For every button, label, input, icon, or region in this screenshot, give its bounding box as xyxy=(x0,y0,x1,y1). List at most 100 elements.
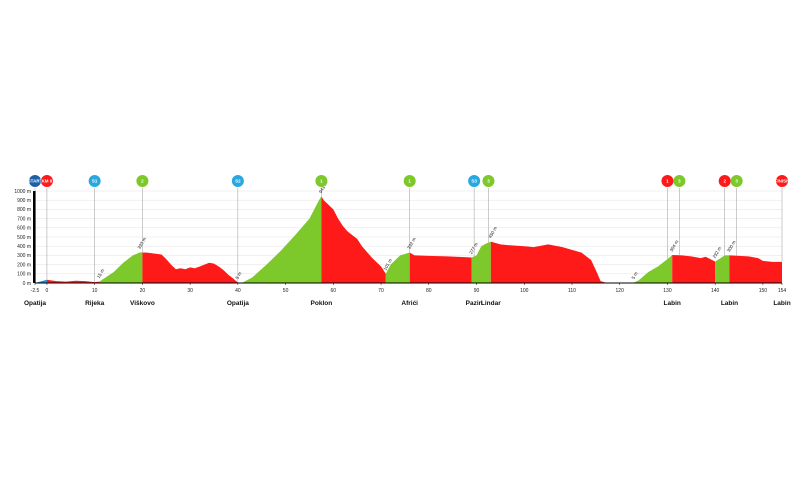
marker-label: 3 xyxy=(735,179,738,184)
marker-label: S1 xyxy=(92,179,98,184)
marker-label: S2 xyxy=(235,179,241,184)
y-tick-label: 1000 m xyxy=(14,189,31,195)
profile-segment-6 xyxy=(385,252,410,283)
marker-circle xyxy=(88,175,101,187)
route-marker: 1 xyxy=(403,175,416,187)
y-tick-label: 500 m xyxy=(17,235,31,241)
profile-segment-7 xyxy=(409,252,472,283)
profile-segment-13 xyxy=(715,255,730,283)
place-label: Labin xyxy=(721,300,738,307)
altitude-labels: 15 m 333 m 5 m 941 m 101 m 332 m 277 m 450 m 5 m… xyxy=(96,180,737,280)
marker-label: 1 xyxy=(320,179,323,184)
x-tick-label: 140 xyxy=(711,288,720,294)
route-marker: KM 0 xyxy=(40,175,53,187)
y-tick-label: 100 m xyxy=(17,272,31,278)
x-tick-label: 90 xyxy=(474,288,480,294)
route-marker: S1 xyxy=(88,175,101,187)
profile-segment-1 xyxy=(46,279,100,283)
marker-circle xyxy=(403,175,416,187)
x-tick-label: 30 xyxy=(187,288,193,294)
marker-label: FINISH xyxy=(775,179,790,184)
y-tick-label: 600 m xyxy=(17,226,31,232)
x-tick-label: 80 xyxy=(426,288,432,294)
place-labels: Opatija Rijeka Viškovo Opatija Poklon Afrići P… xyxy=(24,300,791,307)
y-tick-label: 800 m xyxy=(17,207,31,213)
axes: 0 m 100 m 200 m 300 m 400 m 500 m 600 m 700 m 80… xyxy=(14,189,786,294)
y-tick-label: 700 m xyxy=(17,216,31,222)
place-label: Rijeka xyxy=(85,300,105,307)
marker-label: 3 xyxy=(487,179,490,184)
x-tick-label: 154 xyxy=(778,288,787,294)
altitude-label: 101 m xyxy=(382,258,393,272)
marker-circle xyxy=(661,175,674,187)
y-tick-label: 200 m xyxy=(17,262,31,268)
x-tick-label: 20 xyxy=(140,288,146,294)
profile-segment-14 xyxy=(729,255,782,283)
x-tick-label: 110 xyxy=(568,288,576,294)
route-markers: START KM 0 S1 2 S2 1 1 S3 3 1 3 2 3 FINISH xyxy=(28,175,790,187)
y-tick-label: 0 m xyxy=(23,281,31,287)
x-tick-label: 120 xyxy=(616,288,625,294)
x-tick-label: 100 xyxy=(520,288,529,294)
marker-label: 1 xyxy=(408,179,411,184)
marker-circle xyxy=(673,175,686,187)
route-marker: 2 xyxy=(136,175,149,187)
route-marker: 2 xyxy=(718,175,731,187)
place-label: Labin xyxy=(773,300,790,307)
place-label: Opatija xyxy=(227,300,249,307)
place-label: Opatija xyxy=(24,300,46,307)
marker-label: S3 xyxy=(471,179,477,184)
marker-label: KM 0 xyxy=(42,179,53,184)
place-label: Viškovo xyxy=(130,300,155,307)
altitude-label: 304 m xyxy=(669,239,680,253)
marker-circle xyxy=(315,175,328,187)
altitude-label: 941 m xyxy=(318,180,329,194)
marker-label: 3 xyxy=(678,179,681,184)
marker-circle xyxy=(718,175,731,187)
x-tick-label: 0 xyxy=(46,288,49,294)
route-marker: 3 xyxy=(673,175,686,187)
x-tick-label: 150 xyxy=(759,288,768,294)
marker-label: 2 xyxy=(723,179,726,184)
marker-circle xyxy=(468,175,481,187)
profile-segment-0 xyxy=(35,279,47,283)
route-marker: S3 xyxy=(468,175,481,187)
route-marker: 1 xyxy=(315,175,328,187)
profile-segment-3 xyxy=(142,252,243,283)
profile-segment-4 xyxy=(242,196,322,283)
profile-segment-2 xyxy=(99,252,143,283)
altitude-label: 332 m xyxy=(406,236,417,250)
y-tick-label: 400 m xyxy=(17,244,31,250)
altitude-label: 300 m xyxy=(726,239,737,253)
route-marker: S2 xyxy=(231,175,244,187)
marker-circle xyxy=(136,175,149,187)
marker-circle xyxy=(40,175,53,187)
marker-circle xyxy=(482,175,495,187)
place-label: Poklon xyxy=(311,300,333,307)
altitude-label: 277 m xyxy=(468,241,479,255)
marker-label: START xyxy=(28,179,43,184)
marker-circle xyxy=(29,175,41,187)
place-label: Lindar xyxy=(481,300,501,307)
marker-label: 1 xyxy=(666,179,669,184)
place-label: Labin xyxy=(664,300,681,307)
altitude-label: 450 m xyxy=(487,226,498,240)
y-axis-bar xyxy=(33,191,35,283)
y-tick-label: 900 m xyxy=(17,198,31,204)
altitude-label: 15 m xyxy=(96,268,105,279)
profile-segment-5 xyxy=(321,196,386,283)
marker-circle xyxy=(730,175,743,187)
altitude-label: 333 m xyxy=(137,236,148,250)
marker-circle xyxy=(776,175,788,187)
elevation-profile xyxy=(35,196,782,283)
altitude-label: 5 m xyxy=(631,271,639,280)
x-tick-label: -2.5 xyxy=(31,288,40,294)
route-marker: FINISH xyxy=(775,175,790,187)
route-marker: START xyxy=(28,175,43,187)
y-tick-label: 300 m xyxy=(17,253,31,259)
marker-label: 2 xyxy=(141,179,144,184)
place-label: Afrići xyxy=(401,300,418,307)
x-tick-label: 60 xyxy=(331,288,337,294)
route-marker: 1 xyxy=(661,175,674,187)
